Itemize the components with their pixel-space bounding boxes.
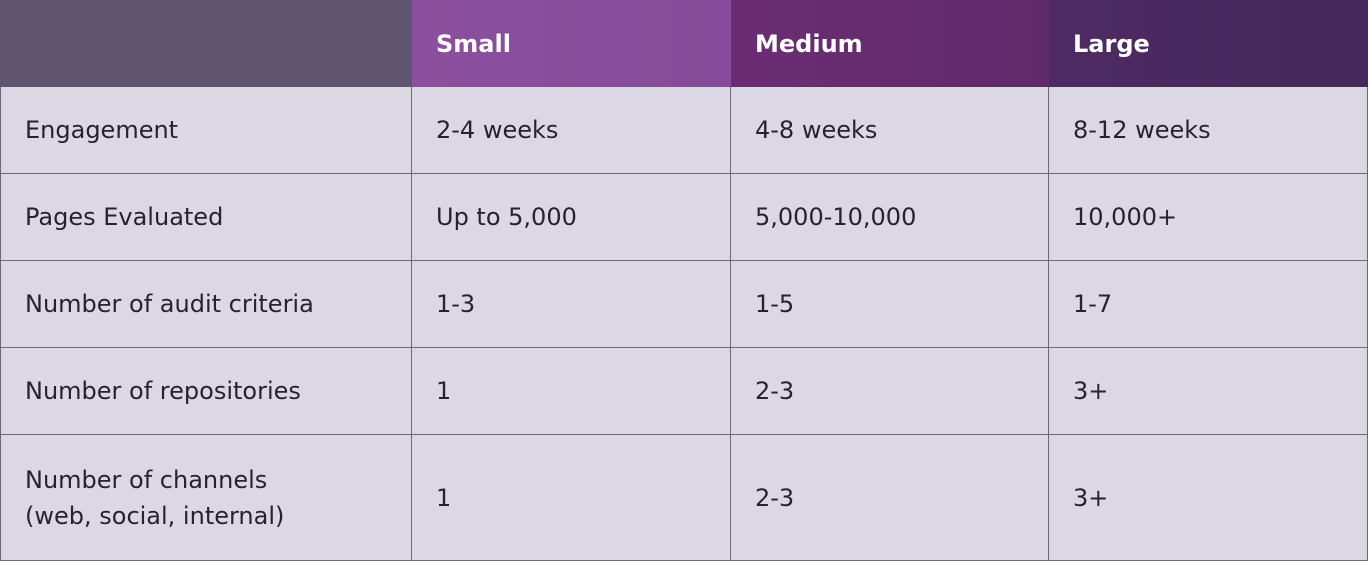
column-header: Small xyxy=(412,0,731,87)
row-label: Number of repositories xyxy=(0,348,412,435)
table-cell: 3+ xyxy=(1049,348,1368,435)
table-cell: 2-3 xyxy=(731,348,1049,435)
table-cell: 5,000-10,000 xyxy=(731,174,1049,261)
table-cell: 1-3 xyxy=(412,261,731,348)
column-header: Medium xyxy=(731,0,1049,87)
row-label: Number of audit criteria xyxy=(0,261,412,348)
row-label: Pages Evaluated xyxy=(0,174,412,261)
table-cell: 1-7 xyxy=(1049,261,1368,348)
table-cell: 1 xyxy=(412,348,731,435)
table-cell: 1-5 xyxy=(731,261,1049,348)
table-cell: 2-4 weeks xyxy=(412,87,731,174)
row-label: Number of channels (web, social, interna… xyxy=(0,435,412,561)
row-label: Engagement xyxy=(0,87,412,174)
table-cell: 8-12 weeks xyxy=(1049,87,1368,174)
column-header: Large xyxy=(1049,0,1368,87)
table-cell: 10,000+ xyxy=(1049,174,1368,261)
table-cell: 1 xyxy=(412,435,731,561)
table-cell: 2-3 xyxy=(731,435,1049,561)
header-corner xyxy=(0,0,412,87)
table-cell: Up to 5,000 xyxy=(412,174,731,261)
table-cell: 3+ xyxy=(1049,435,1368,561)
table-cell: 4-8 weeks xyxy=(731,87,1049,174)
